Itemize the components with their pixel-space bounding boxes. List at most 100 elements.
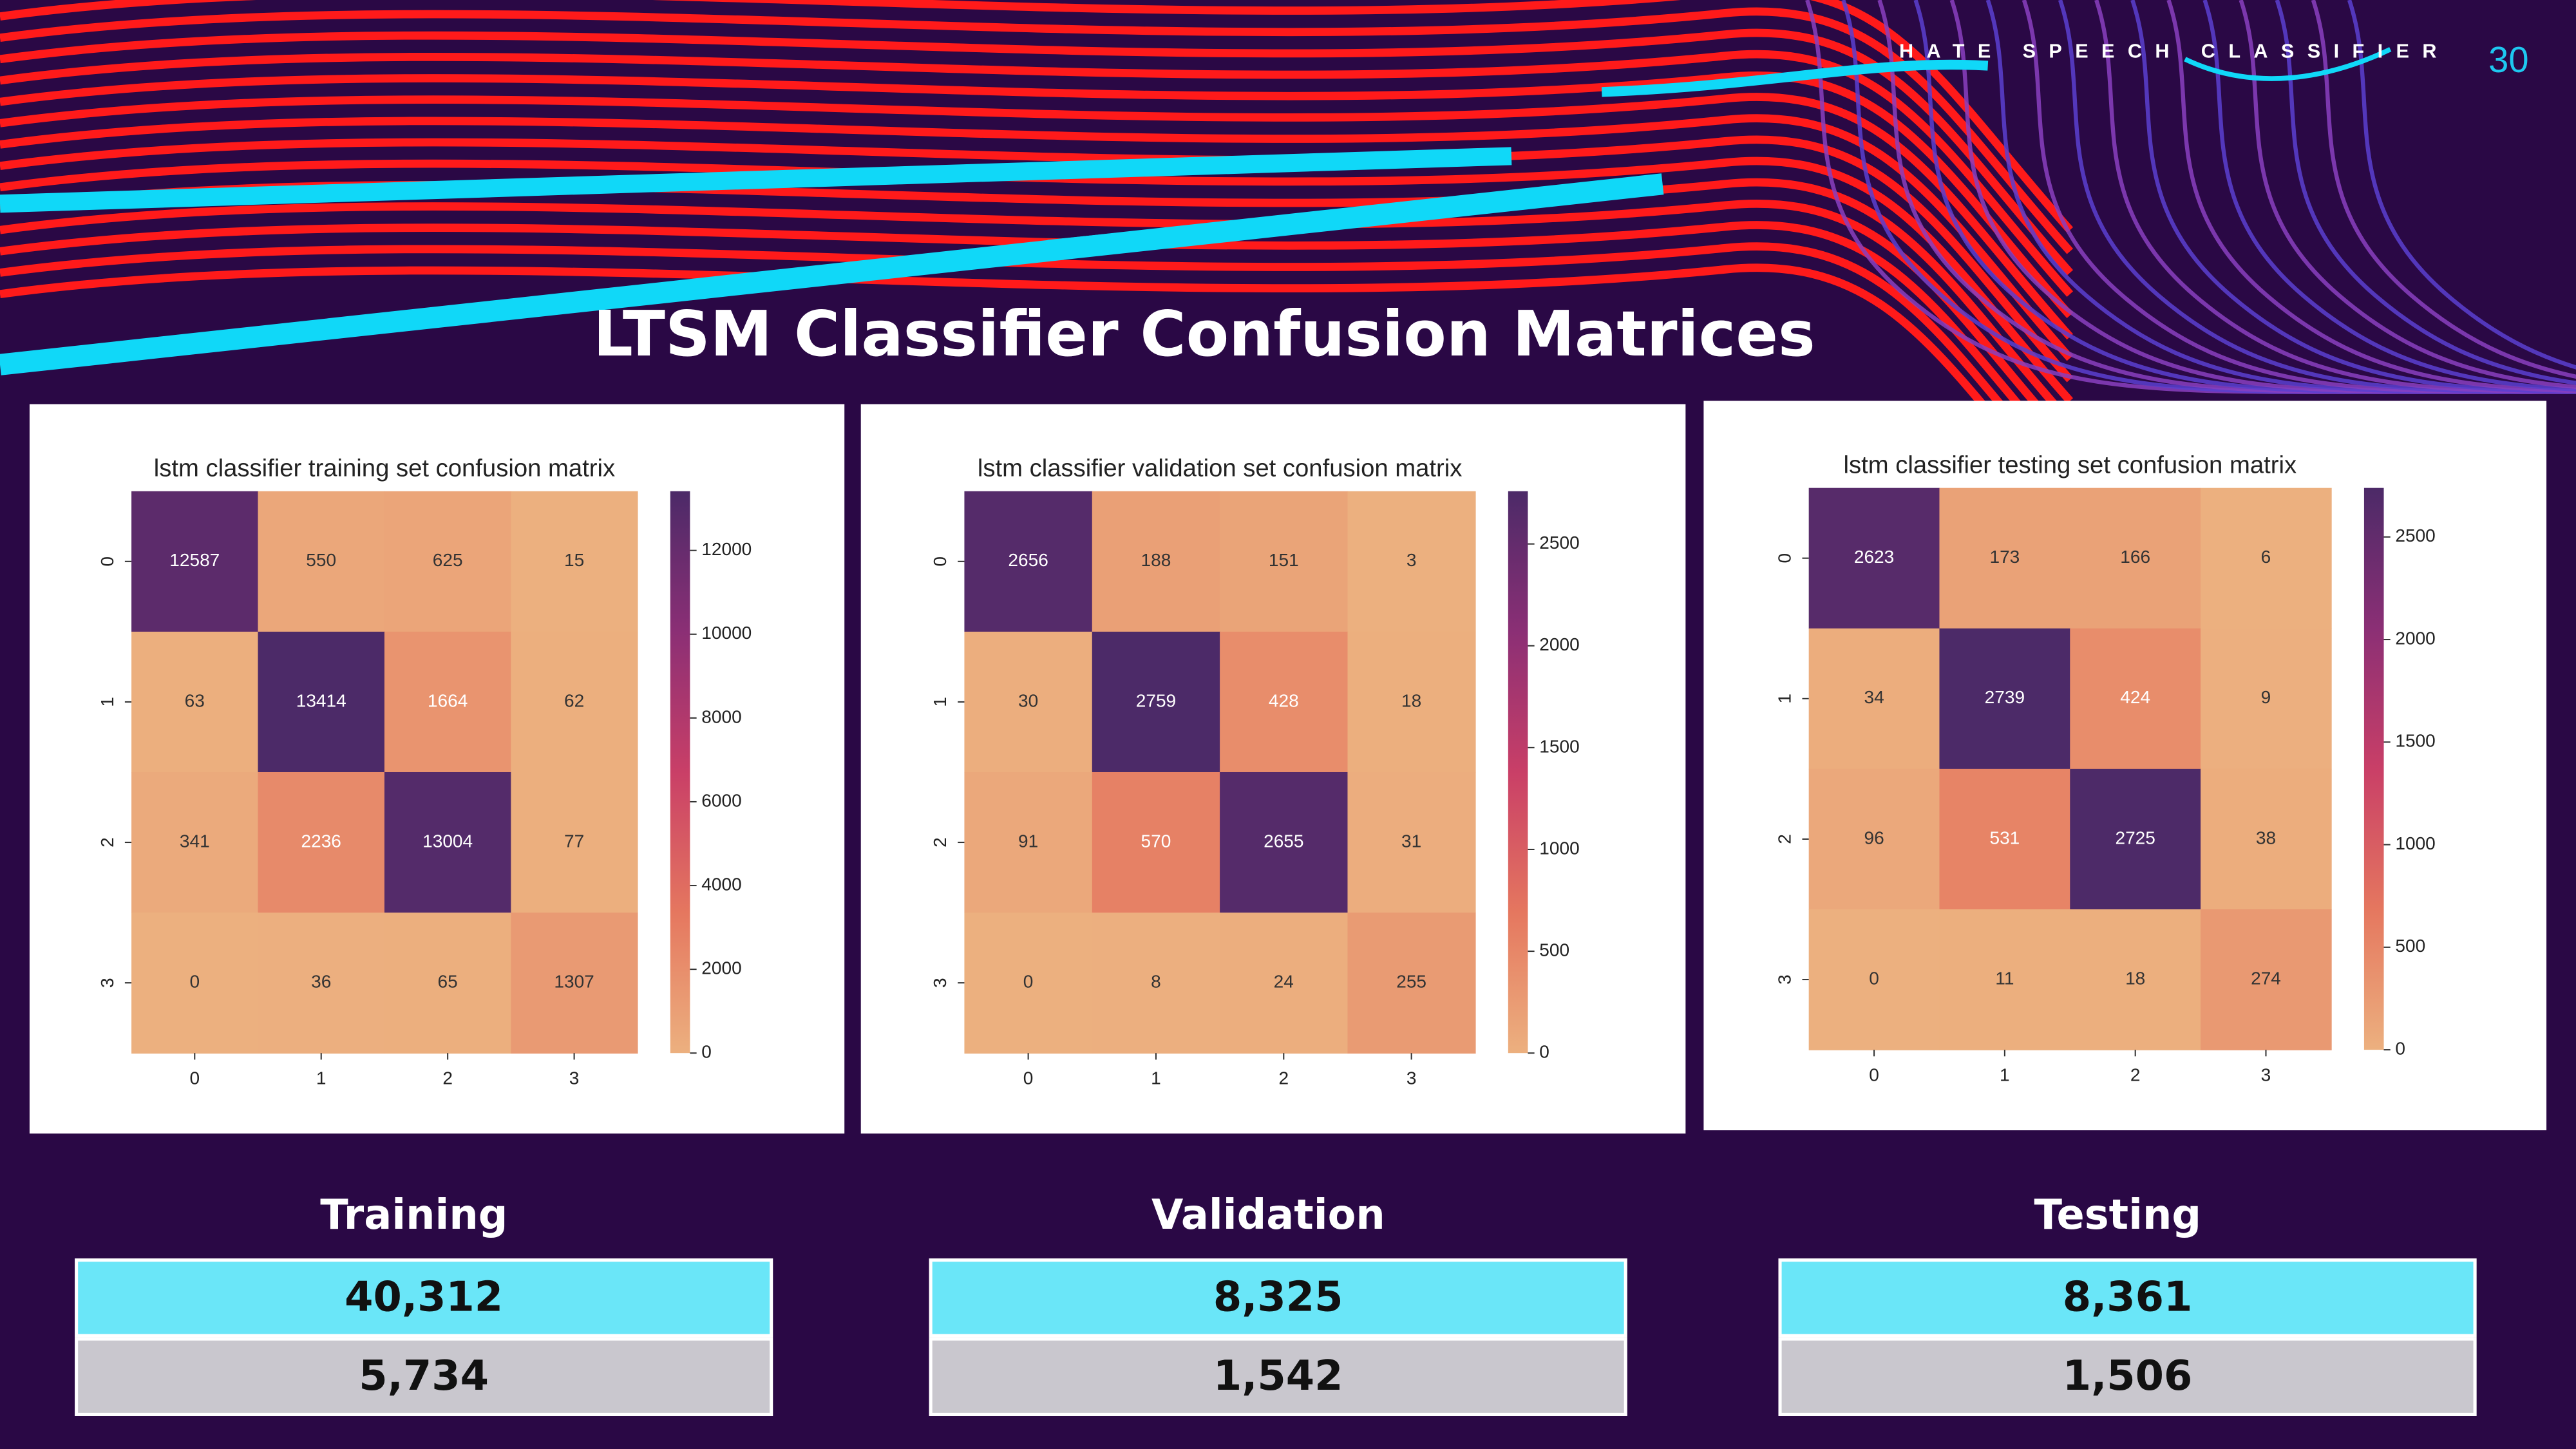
heatmap-cell (511, 772, 638, 913)
cell-label: 18 (2125, 968, 2145, 988)
cell-label: 63 (185, 690, 205, 710)
y-tick-label: 0 (1774, 553, 1794, 564)
heatmap-cell (964, 913, 1093, 1054)
cell-label: 625 (433, 550, 463, 570)
red-stripe (0, 50, 2074, 297)
y-tick-label: 3 (930, 978, 950, 988)
slide-title: LTSM Classifier Confusion Matrices (593, 298, 1815, 370)
heatmap-cell (964, 772, 1093, 913)
summary-value: 1,506 (2063, 1352, 2193, 1400)
heatmap-cell (1092, 772, 1220, 913)
heatmap-cell (1092, 913, 1220, 1054)
x-tick-label: 3 (2261, 1065, 2271, 1084)
heatmap-panel: lstm classifier training set confusion m… (29, 404, 845, 1134)
heatmap-cell (131, 631, 259, 773)
heatmap-cell (2070, 768, 2201, 910)
y-tick-label: 3 (97, 978, 117, 988)
cell-label: 77 (564, 831, 584, 851)
chart-title: lstm classifier testing set confusion ma… (1843, 451, 2297, 479)
cell-label: 424 (2120, 687, 2150, 707)
colorbar-tick-label: 6000 (701, 790, 741, 810)
heatmap-cell (1808, 909, 1940, 1050)
red-stripe (0, 28, 2074, 276)
cell-label: 18 (1401, 690, 1421, 710)
colorbar-tick-label: 10000 (701, 623, 752, 643)
heatmap-cell (511, 491, 638, 632)
cell-label: 2725 (2115, 828, 2155, 848)
heatmap-cell (1220, 631, 1349, 773)
heatmap-cell (258, 631, 385, 773)
cyan-stroke (1601, 59, 1989, 97)
heatmap-cell (1347, 491, 1476, 632)
cell-label: 6 (2261, 547, 2271, 567)
x-tick-label: 3 (1406, 1068, 1417, 1088)
colorbar-tick-label: 2500 (2395, 526, 2435, 545)
chart-title: lstm classifier training set confusion m… (154, 455, 615, 482)
colorbar-tick-label: 0 (2395, 1039, 2405, 1059)
x-tick-label: 2 (442, 1068, 453, 1088)
heatmap-cell (1092, 491, 1220, 632)
summary: Training 40,312 5,734 Validation 8,325 1,542 T… (75, 1191, 2477, 1416)
cell-label: 31 (1401, 831, 1421, 851)
purple-stripe (2311, 0, 2576, 379)
heatmap-cell (384, 631, 512, 773)
cell-label: 8 (1151, 972, 1161, 992)
heatmap-cell (2070, 628, 2201, 770)
summary-box (1778, 1258, 2477, 1338)
colorbar (2363, 488, 2384, 1050)
heatmap-cell (2070, 488, 2201, 629)
heatmap-cell (384, 491, 512, 632)
heatmap-cell (1939, 488, 2071, 629)
y-tick-label: 1 (930, 697, 950, 707)
heatmap-cell (131, 491, 259, 632)
colorbar-tick-label: 0 (701, 1042, 712, 1062)
summary-box (1778, 1337, 2477, 1416)
heatmap-cell (131, 772, 259, 913)
x-tick-label: 0 (189, 1068, 200, 1088)
red-stripe (0, 156, 2074, 404)
heatmap-panel: lstm classifier testing set confusion ma… (1703, 401, 2547, 1131)
colorbar-tick-label: 1500 (1539, 736, 1579, 756)
heatmap-cell (1220, 491, 1349, 632)
summary-label: Validation (1151, 1191, 1385, 1239)
summary-box (929, 1258, 1627, 1338)
cell-label: 2623 (1854, 547, 1894, 567)
red-stripe (0, 221, 2074, 468)
heatmap-cell (1347, 772, 1476, 913)
cell-label: 151 (1269, 550, 1299, 570)
cell-label: 166 (2120, 547, 2150, 567)
summary-value: 8,325 (1213, 1273, 1343, 1321)
cell-label: 1307 (554, 972, 594, 992)
y-tick-label: 0 (97, 556, 117, 567)
cell-label: 9 (2261, 687, 2271, 707)
x-tick-label: 2 (1278, 1068, 1289, 1088)
red-stripe (0, 242, 2074, 489)
colorbar-tick-label: 1000 (1539, 838, 1579, 858)
red-stripe (0, 0, 2074, 233)
summary-label: Training (320, 1191, 507, 1239)
x-tick-label: 1 (2000, 1065, 2010, 1084)
cell-label: 188 (1141, 550, 1171, 570)
colorbar-tick-label: 2000 (1539, 634, 1579, 654)
heatmap-cell (258, 491, 385, 632)
heatmap-cell (1939, 768, 2071, 910)
colorbar-tick-label: 2000 (2395, 628, 2435, 648)
cell-label: 30 (1018, 690, 1038, 710)
heatmap-cell (1347, 631, 1476, 773)
heatmap-cell (1092, 631, 1220, 773)
cyan-stroke (1047, 177, 1660, 253)
heatmap-cell (258, 772, 385, 913)
cell-label: 11 (1995, 968, 2014, 988)
heatmap-cell (511, 913, 638, 1054)
cell-label: 428 (1269, 690, 1299, 710)
cell-label: 3 (1406, 550, 1417, 570)
brand: HATE SPEECH CLASSIFIER (1899, 41, 2450, 62)
page-number: 30 (2488, 39, 2528, 80)
cell-label: 1664 (428, 690, 468, 710)
cell-label: 65 (438, 972, 458, 992)
summary-value: 5,734 (359, 1352, 489, 1400)
purple-stripe (2275, 0, 2576, 385)
cell-label: 36 (311, 972, 331, 992)
